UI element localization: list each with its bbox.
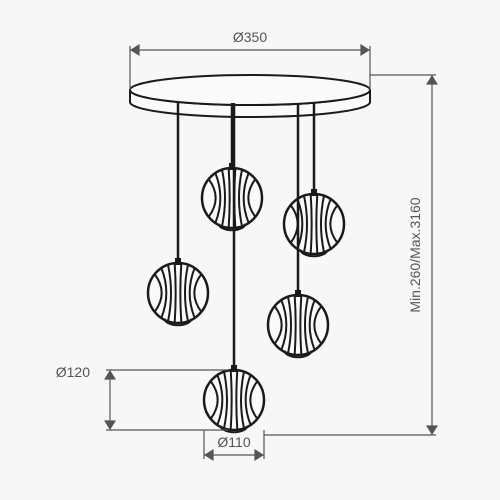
pendant-light-diagram: Ø350 Min.260/Max.3160 Ø120 Ø110: [0, 0, 500, 500]
plate-diameter-label: Ø350: [233, 29, 267, 45]
sphere-inner-label: Ø110: [217, 434, 250, 450]
height-label: Min.260/Max.3160: [407, 197, 423, 312]
sphere-outer-label: Ø120: [56, 364, 90, 380]
